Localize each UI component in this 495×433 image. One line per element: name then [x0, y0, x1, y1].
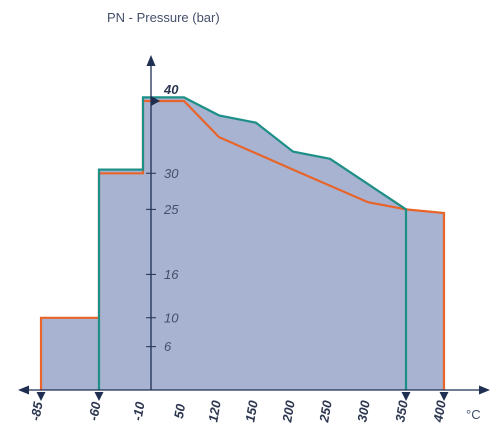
x-tick-label-minus10: -10 — [130, 400, 148, 422]
x-tick-label-150: 150 — [242, 398, 261, 423]
y-tick-label-6: 6 — [164, 339, 172, 354]
x-axis-left-arrow-icon — [18, 385, 29, 395]
x-tick-label-200: 200 — [279, 398, 298, 424]
label-layer: PN - Pressure (bar) °C 6 10 16 25 30 40 -85 -60… — [28, 10, 481, 424]
x-tick-label-minus85: -85 — [28, 400, 46, 422]
x-tick-label-400: 400 — [430, 398, 449, 424]
series-line-teal — [97, 96, 408, 390]
x-tick-label-minus60: -60 — [86, 400, 104, 422]
y-tick-label-10: 10 — [164, 310, 179, 325]
x-tick-label-250: 250 — [316, 398, 335, 424]
y-axis-arrow-icon — [146, 55, 156, 66]
x-tick-label-350: 350 — [392, 398, 411, 423]
y-max-label: 40 — [163, 82, 179, 97]
x-axis-unit: °C — [466, 407, 481, 422]
series-layer — [39, 96, 446, 390]
y-tick-label-30: 30 — [164, 166, 179, 181]
x-tick-label-120: 120 — [205, 398, 224, 423]
limit-arrow-icon--85 — [36, 392, 46, 401]
x-axis-right-arrow-icon — [479, 385, 490, 395]
limit-arrow-icon--60 — [94, 392, 104, 401]
y-axis-title: PN - Pressure (bar) — [107, 10, 220, 25]
x-tick-label-50: 50 — [171, 402, 188, 420]
y-tick-label-16: 16 — [164, 267, 179, 282]
axis-layer — [18, 55, 490, 401]
area-layer — [41, 97, 444, 391]
limit-arrow-icon-350 — [401, 392, 411, 401]
max-pressure-arrow-icon — [151, 96, 160, 106]
x-tick-label-300: 300 — [354, 398, 373, 423]
limit-arrow-icon-400 — [439, 392, 449, 401]
operating-area — [41, 97, 444, 391]
y-tick-label-25: 25 — [163, 202, 179, 217]
